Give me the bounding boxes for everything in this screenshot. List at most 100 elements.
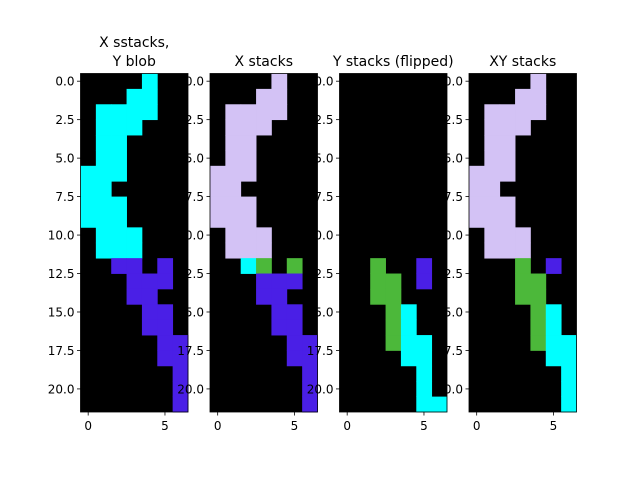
heatmap-cell xyxy=(545,304,562,321)
heatmap-cell xyxy=(484,196,501,213)
y-tick-label: 12.5 xyxy=(436,267,463,281)
heatmap-cell xyxy=(111,258,127,274)
heatmap-cell xyxy=(302,350,318,367)
heatmap-cell xyxy=(172,350,189,367)
y-tick-label: 20.0 xyxy=(436,382,463,396)
y-tick-label: 2.5 xyxy=(185,113,204,127)
heatmap-cell xyxy=(561,365,577,382)
heatmap-cell xyxy=(240,242,257,259)
heatmap-cell xyxy=(95,227,112,244)
y-tick-label: 7.5 xyxy=(185,190,204,204)
heatmap-cell xyxy=(126,119,143,136)
heatmap-cell xyxy=(484,135,501,151)
heatmap-cell xyxy=(141,73,158,90)
y-tick-label: 20.0 xyxy=(177,382,204,396)
heatmap-cell xyxy=(126,242,143,259)
heatmap-cell xyxy=(416,258,433,274)
heatmap-cell xyxy=(210,165,226,182)
heatmap-cell xyxy=(126,288,143,305)
heatmap-cell xyxy=(469,165,485,182)
x-tick-label: 0 xyxy=(343,419,351,433)
heatmap-cell xyxy=(172,396,189,413)
heatmap-cell xyxy=(469,196,485,213)
heatmap-cell xyxy=(499,165,516,182)
heatmap-cell xyxy=(172,335,189,351)
heatmap-cell xyxy=(225,135,242,151)
heatmap-cell xyxy=(225,150,242,167)
heatmap-cell xyxy=(530,104,547,121)
heatmap-cell xyxy=(499,196,516,213)
subplot-title: XY stacks xyxy=(489,54,556,70)
heatmap-cell xyxy=(515,273,531,290)
heatmap-cell xyxy=(499,242,516,259)
heatmap-cell xyxy=(240,211,257,228)
heatmap-cell xyxy=(271,304,288,321)
y-tick-label: 17.5 xyxy=(307,344,334,358)
axes-frame xyxy=(80,73,189,413)
heatmap-cell xyxy=(302,381,318,398)
heatmap-cell xyxy=(80,181,97,197)
heatmap-cell xyxy=(271,104,288,121)
heatmap-cell xyxy=(256,288,272,305)
heatmap-cell xyxy=(95,104,112,121)
heatmap-cell xyxy=(499,227,516,244)
heatmap-cell xyxy=(157,350,174,367)
heatmap-cell xyxy=(271,73,288,90)
heatmap-cell xyxy=(484,227,501,244)
axes-frame xyxy=(468,73,577,413)
heatmap-cell xyxy=(111,104,127,121)
heatmap-cell xyxy=(416,396,433,413)
subplot-3: 0 5 0.0 2.5 5.0 7.5 10.0 12.5 15.0 17.5 20.0 Y stac… xyxy=(307,54,454,433)
heatmap-cell xyxy=(561,350,577,367)
y-tick-label: 2.5 xyxy=(55,113,74,127)
heatmap-cell xyxy=(416,350,433,367)
heatmap-cell xyxy=(111,150,127,167)
heatmap-cell xyxy=(95,165,112,182)
x-tick-label: 0 xyxy=(473,419,481,433)
heatmap-cell xyxy=(545,258,562,274)
heatmap-cell xyxy=(111,135,127,151)
heatmap-cell xyxy=(141,319,158,336)
heatmap-cell xyxy=(530,273,547,290)
heatmap-cell xyxy=(431,396,448,413)
heatmap-cell xyxy=(225,211,242,228)
heatmap-cell xyxy=(225,165,242,182)
heatmap-cell xyxy=(256,258,272,274)
heatmap-cell xyxy=(499,150,516,167)
heatmap-cell xyxy=(400,335,417,351)
heatmap-cell xyxy=(286,304,303,321)
heatmap-cell xyxy=(111,196,127,213)
heatmap-cell xyxy=(240,135,257,151)
y-tick-label: 17.5 xyxy=(48,344,75,358)
heatmap-cell xyxy=(515,88,531,105)
heatmap-cell xyxy=(530,319,547,336)
heatmap-cell xyxy=(225,181,242,197)
heatmap-cell xyxy=(271,88,288,105)
axes-frame xyxy=(339,73,448,413)
heatmap-cell xyxy=(286,273,303,290)
heatmap-cell xyxy=(400,350,417,367)
heatmap-cell xyxy=(416,381,433,398)
y-tick-label: 0.0 xyxy=(55,75,74,89)
heatmap-cell xyxy=(126,258,143,274)
x-tick-label: 5 xyxy=(161,419,169,433)
heatmap-cell xyxy=(385,319,402,336)
heatmap-cell xyxy=(141,88,158,105)
heatmap-cell xyxy=(499,104,516,121)
heatmap-cell xyxy=(141,304,158,321)
heatmap-cell xyxy=(256,119,272,136)
heatmap-cell xyxy=(80,211,97,228)
y-tick-label: 5.0 xyxy=(185,152,204,166)
heatmap-cell xyxy=(240,258,257,274)
heatmap-cell xyxy=(225,104,242,121)
heatmap-cell xyxy=(561,396,577,413)
heatmap-cell xyxy=(95,150,112,167)
heatmap-cell xyxy=(530,304,547,321)
heatmap-cell xyxy=(271,288,288,305)
heatmap-cell xyxy=(400,319,417,336)
heatmap-cell xyxy=(210,181,226,197)
heatmap-cell xyxy=(256,88,272,105)
y-tick-label: 15.0 xyxy=(436,305,463,319)
heatmap-cell xyxy=(240,150,257,167)
heatmap-cell xyxy=(95,135,112,151)
